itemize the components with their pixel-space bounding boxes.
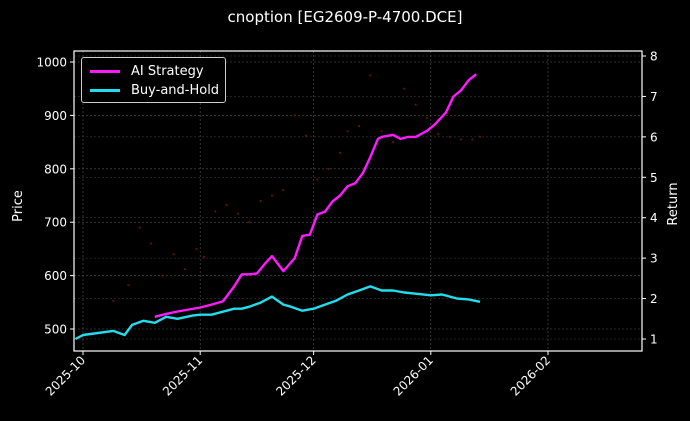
grid-lines — [74, 51, 642, 351]
legend-swatch-buy-and-hold — [90, 88, 120, 92]
y-tick-label-right: 1 — [650, 333, 658, 347]
y-tick-label-left: 600 — [44, 269, 67, 283]
line-ai-strategy — [154, 73, 477, 318]
price-scatter — [112, 74, 482, 302]
y-tick-label-right: 5 — [650, 171, 658, 185]
y-tick-label-left: 500 — [44, 323, 67, 337]
y-tick-label-left: 1000 — [36, 56, 67, 70]
y-tick-label-left: 700 — [44, 216, 67, 230]
y-tick-label-right: 8 — [650, 50, 658, 64]
x-tick-label: 2026-01 — [391, 353, 436, 398]
legend-label-ai-strategy: AI Strategy — [131, 63, 204, 79]
line-buy-and-hold — [74, 285, 481, 341]
legend-label-buy-and-hold: Buy-and-Hold — [131, 82, 220, 98]
y-tick-label-right: 3 — [650, 252, 658, 266]
x-tick-label: 2025-10 — [43, 353, 88, 398]
series-lines — [74, 73, 481, 341]
x-tick-label: 2025-11 — [160, 353, 205, 398]
y-axis-label-left: Price — [11, 190, 26, 222]
legend-item-ai-strategy: AI Strategy — [90, 62, 204, 80]
legend: AI Strategy Buy-and-Hold — [81, 57, 226, 103]
y-tick-label-right: 6 — [650, 130, 658, 144]
legend-swatch-ai-strategy — [90, 69, 120, 73]
plot-frame — [73, 50, 643, 352]
y-axis-label-right: Return — [666, 182, 681, 225]
chart-title: cnoption [EG2609-P-4700.DCE] — [227, 8, 463, 26]
y-tick-label-right: 7 — [650, 90, 658, 104]
x-tick-label: 2025-12 — [273, 353, 318, 398]
y-tick-label-right: 4 — [650, 211, 658, 225]
legend-item-buy-and-hold: Buy-and-Hold — [90, 81, 219, 99]
y-tick-label-right: 2 — [650, 292, 658, 306]
x-tick-label: 2026-02 — [508, 353, 553, 398]
y-tick-label-left: 900 — [44, 109, 67, 123]
y-tick-label-left: 800 — [44, 162, 67, 176]
